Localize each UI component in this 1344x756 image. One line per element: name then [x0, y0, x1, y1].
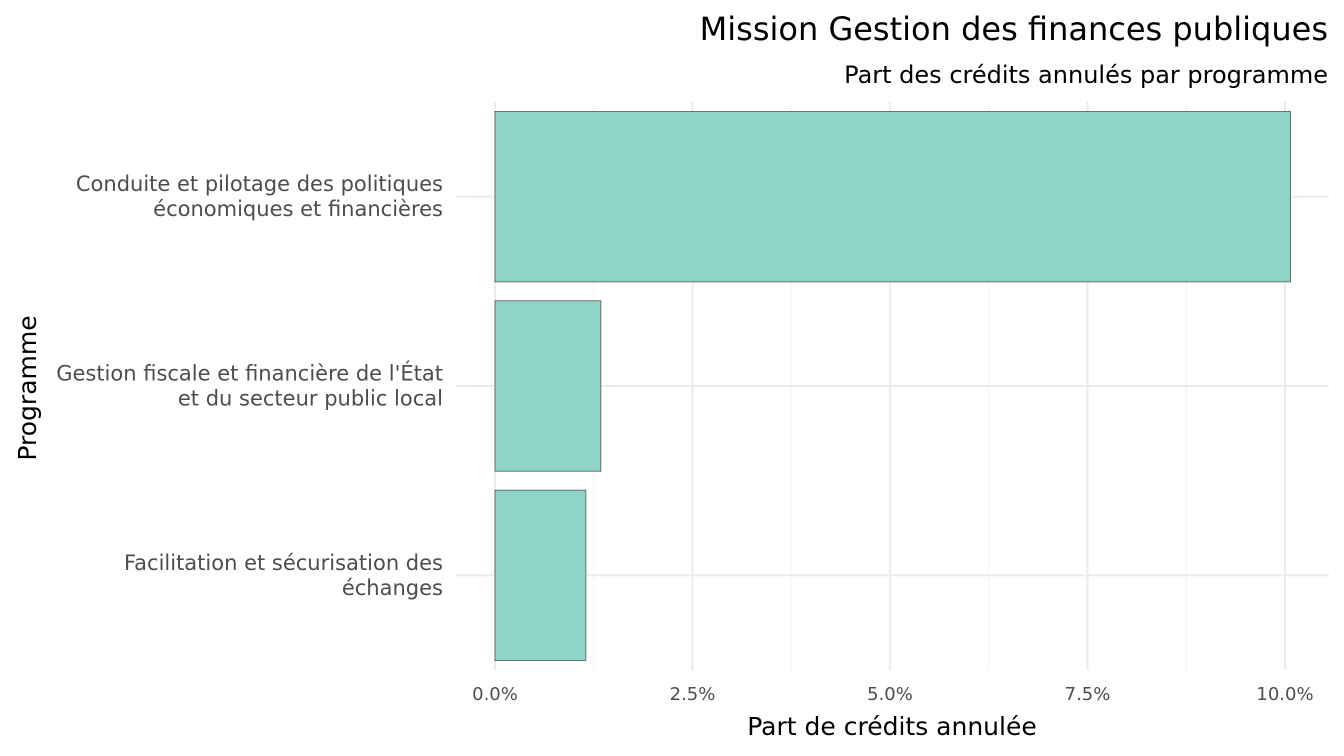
category-label: Facilitation et sécurisation des — [124, 551, 443, 575]
y-axis-title: Programme — [13, 315, 42, 460]
category-labels: Conduite et pilotage des politiquesécono… — [56, 172, 443, 600]
x-tick-labels: 0.0% 2.5% 5.0% 7.5% 10.0% — [472, 684, 1313, 705]
chart-title: Mission Gestion des finances publiques — [700, 10, 1328, 48]
x-tick-label: 0.0% — [472, 684, 518, 705]
category-label: Gestion fiscale et financière de l'État — [56, 361, 443, 386]
bar — [494, 111, 1291, 283]
category-label: Conduite et pilotage des politiques — [76, 172, 443, 196]
x-axis-title: Part de crédits annulée — [747, 712, 1037, 741]
x-tick-label: 10.0% — [1256, 684, 1313, 705]
chart-subtitle: Part des crédits annulés par programme — [844, 61, 1328, 89]
x-tick-label: 7.5% — [1065, 684, 1111, 705]
category-label: échanges — [342, 576, 443, 600]
x-tick-label: 2.5% — [670, 684, 716, 705]
bar — [494, 489, 587, 661]
bars — [494, 111, 1291, 661]
bar — [494, 300, 602, 472]
category-label: économiques et financières — [153, 197, 443, 221]
x-tick-label: 5.0% — [867, 684, 913, 705]
category-label: et du secteur public local — [178, 387, 443, 411]
